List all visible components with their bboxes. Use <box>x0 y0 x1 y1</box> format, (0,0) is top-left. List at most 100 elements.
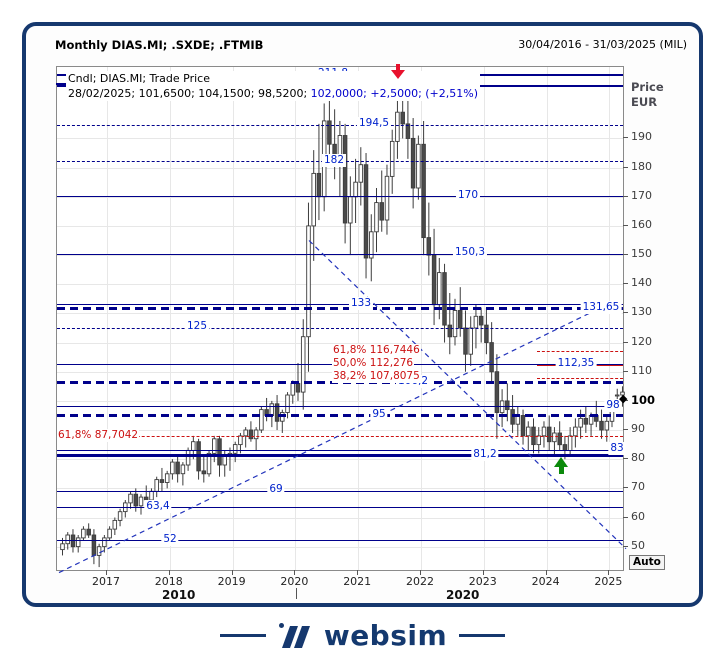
candle-body <box>96 546 102 556</box>
grid-line-vertical <box>295 67 297 570</box>
price-axis-tick <box>623 283 628 285</box>
candle-body <box>599 420 604 431</box>
chart-plot-area[interactable] <box>56 63 627 574</box>
candle-body <box>400 111 405 125</box>
arrow-down-head <box>391 69 405 79</box>
price-level-line-52[interactable] <box>57 540 623 542</box>
time-axis-year-label: 2017 <box>92 575 120 588</box>
fib-retracement-label: 61,8% 87,7042 <box>57 428 140 442</box>
candle-body <box>573 426 578 437</box>
trendline-ascending-support[interactable] <box>58 307 602 574</box>
grid-line-vertical <box>483 67 485 570</box>
price-axis-tick-label: 100 <box>631 392 656 407</box>
price-axis-tick <box>623 312 628 314</box>
price-level-label: 131,65 <box>580 300 622 314</box>
candle-body <box>358 164 364 183</box>
candle-body <box>583 417 589 425</box>
arrow-up-stem <box>558 466 564 475</box>
legend-change-values: 102,0000; +2,5000; (+2,51%) <box>310 87 479 100</box>
time-axis-year-label: 2020 <box>280 575 309 588</box>
sell-signal-arrow-down-icon[interactable] <box>391 63 405 80</box>
auto-scale-button[interactable]: Auto <box>629 555 665 570</box>
time-axis-year-label: 2024 <box>531 575 560 588</box>
price-axis-tick <box>623 137 628 139</box>
price-axis-tick <box>623 545 628 547</box>
price-level-line-150_3[interactable] <box>57 253 623 255</box>
candle-body <box>259 409 264 431</box>
price-level-line-69[interactable] <box>57 490 623 492</box>
candle-body <box>232 444 238 454</box>
price-level-label: 63,4 <box>144 499 172 513</box>
legend-ohlc-values: 28/02/2025; 101,6500; 104,1500; 98,5200; <box>68 87 311 100</box>
time-axis-tick <box>608 570 610 575</box>
price-level-line-133[interactable] <box>57 304 623 306</box>
candle-body <box>620 391 625 396</box>
price-axis-tick-label: 130 <box>631 305 652 319</box>
price-level-line-170[interactable] <box>57 196 623 198</box>
price-level-line-83[interactable] <box>57 449 623 451</box>
price-level-line-87_7042[interactable] <box>57 436 623 438</box>
candle-body <box>117 511 123 521</box>
candle-body <box>238 435 243 446</box>
time-axis-year-label: 2019 <box>217 575 246 588</box>
candle-body <box>159 479 165 483</box>
grid-line-horizontal <box>57 284 623 286</box>
candle-body <box>133 493 139 507</box>
candle-body <box>81 528 86 539</box>
candle-body <box>395 111 400 142</box>
candle-body <box>416 143 421 189</box>
price-level-line-131_65[interactable] <box>57 307 623 311</box>
candle-body <box>60 543 65 551</box>
grid-line-vertical <box>169 67 171 570</box>
arrow-down-stem <box>396 63 400 71</box>
legend[interactable]: Cndl; DIAS.MI; Trade Price 28/02/2025; 1… <box>66 71 481 101</box>
brand-rule-right <box>459 633 506 637</box>
price-level-line-81_2[interactable] <box>57 454 623 457</box>
candle-body <box>201 470 207 475</box>
candle-body <box>369 231 374 259</box>
time-axis-tick <box>294 570 296 575</box>
price-level-label: 125 <box>184 320 210 333</box>
price-level-line-107_8075[interactable] <box>537 377 623 379</box>
candle-body <box>531 426 536 446</box>
time-axis-tick <box>545 570 547 575</box>
price-axis-tick-label: 60 <box>631 509 645 523</box>
price-level-label: 182 <box>321 153 347 167</box>
price-axis-tick <box>623 224 628 226</box>
candle-body <box>557 432 562 446</box>
price-axis-tick-label: 170 <box>631 188 652 202</box>
price-axis-tick <box>623 516 628 518</box>
websim-logo-dot <box>278 622 284 628</box>
candle-body <box>452 310 458 338</box>
candle-body <box>75 537 81 548</box>
price-level-label: 150,3 <box>452 246 488 260</box>
price-level-line-125[interactable] <box>57 327 623 329</box>
date-range: 30/04/2016 - 31/03/2025 (MIL) <box>518 38 687 51</box>
price-axis-tick-label: 110 <box>631 363 652 377</box>
candle-body <box>389 140 395 177</box>
candle-body <box>217 438 222 466</box>
grid-line-horizontal <box>57 313 623 315</box>
price-axis-tick <box>623 166 628 168</box>
price-level-line-98[interactable] <box>57 406 613 408</box>
price-axis-tick <box>623 399 628 401</box>
candle-body <box>164 473 170 483</box>
price-level-label: 194,5 <box>356 117 392 131</box>
legend-series-swatch <box>56 83 67 85</box>
trendline-descending-resistance[interactable] <box>308 240 627 550</box>
chart-title: Monthly DIAS.MI; .SXDE; .FTMIB <box>55 38 264 52</box>
time-axis-year-label: 2022 <box>406 575 434 588</box>
price-level-line-116_7446[interactable] <box>537 351 623 353</box>
last-price-diamond-marker: ◆ <box>619 392 628 405</box>
candle-body <box>342 135 348 224</box>
price-axis-tick-label: 120 <box>631 334 652 348</box>
price-axis-title: Price EUR <box>631 80 664 110</box>
buy-signal-arrow-up-icon[interactable] <box>554 457 568 475</box>
price-level-line-194_5[interactable] <box>57 124 623 126</box>
candle-body <box>541 426 547 437</box>
price-level-line-63_4[interactable] <box>57 507 623 509</box>
price-axis-tick-label: 140 <box>631 276 652 290</box>
grid-line-vertical <box>546 67 548 570</box>
price-level-line-95[interactable] <box>57 414 623 417</box>
time-axis-tick <box>420 570 421 575</box>
